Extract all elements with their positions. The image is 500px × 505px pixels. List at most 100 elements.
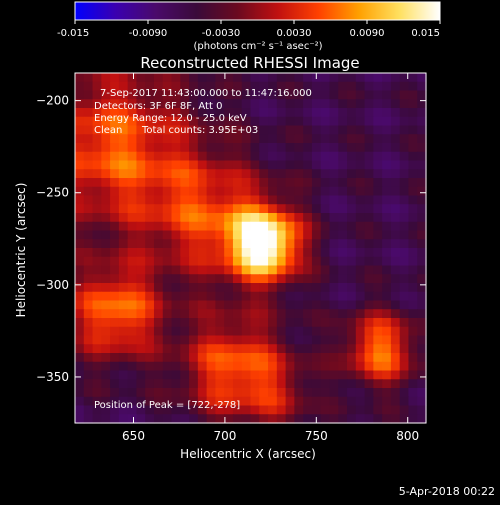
heatmap-cell: [101, 143, 111, 153]
heatmap-cell: [232, 300, 243, 310]
heatmap-cell: [285, 99, 295, 109]
heatmap-cell: [355, 239, 366, 249]
heatmap-cell: [153, 230, 164, 240]
heatmap-cell: [118, 221, 129, 232]
heatmap-cell: [285, 81, 295, 92]
heatmap-cell: [197, 178, 208, 188]
heatmap-cell: [232, 99, 243, 109]
heatmap-cell: [268, 318, 278, 328]
heatmap-cell: [75, 116, 85, 127]
heatmap-cell: [285, 283, 295, 293]
heatmap-cell: [285, 116, 295, 127]
heatmap-cell: [408, 370, 418, 380]
heatmap-cell: [329, 396, 339, 407]
heatmap-cell: [338, 151, 348, 162]
heatmap-cell: [399, 125, 410, 135]
heatmap-cell: [417, 326, 427, 337]
heatmap-cell: [206, 90, 217, 100]
heatmap-cell: [189, 116, 199, 127]
heatmap-cell: [382, 213, 392, 223]
heatmap-cell: [162, 134, 173, 144]
heatmap-cell: [232, 283, 243, 293]
heatmap-cell: [390, 274, 401, 284]
heatmap-cell: [215, 186, 225, 197]
heatmap-cell: [276, 90, 287, 100]
heatmap-cell: [83, 414, 94, 424]
heatmap-cell: [276, 405, 287, 415]
heatmap-cell: [215, 396, 225, 407]
heatmap-cell: [408, 195, 418, 205]
heatmap-cell: [329, 204, 339, 214]
heatmap-cell: [232, 204, 243, 214]
heatmap-cell: [408, 108, 418, 118]
heatmap-cell: [408, 81, 418, 92]
heatmap-cell: [259, 291, 269, 302]
heatmap-cell: [259, 186, 269, 197]
heatmap-cell: [180, 361, 190, 372]
heatmap-cell: [197, 256, 208, 267]
heatmap-cell: [364, 151, 374, 162]
heatmap-cell: [303, 379, 313, 389]
heatmap-cell: [294, 213, 304, 223]
heatmap-cell: [110, 213, 120, 223]
heatmap-cell: [101, 248, 111, 258]
heatmap-cell: [127, 151, 138, 162]
heatmap-cell: [320, 309, 331, 319]
heatmap-cell: [162, 81, 173, 92]
heatmap-cell: [206, 344, 217, 354]
heatmap-cell: [382, 370, 392, 380]
heatmap-cell: [347, 108, 357, 118]
heatmap-cell: [241, 178, 252, 188]
heatmap-cell: [417, 186, 427, 197]
heatmap-cell: [303, 396, 313, 407]
heatmap-cell: [118, 361, 129, 372]
heatmap-cell: [294, 143, 304, 153]
heatmap-cell: [399, 239, 410, 249]
heatmap-cell: [329, 265, 339, 275]
heatmap-cell: [180, 81, 190, 92]
heatmap-cell: [259, 230, 269, 240]
heatmap-cell: [320, 291, 331, 302]
heatmap-cell: [250, 178, 260, 188]
heatmap-cell: [285, 414, 295, 424]
heatmap-cell: [250, 204, 260, 214]
heatmap-cell: [390, 90, 401, 100]
heatmap-cell: [162, 283, 173, 293]
heatmap-cell: [373, 414, 383, 424]
heatmap-cell: [180, 414, 190, 424]
heatmap-cell: [118, 90, 129, 100]
heatmap-cell: [171, 230, 181, 240]
heatmap-cell: [197, 265, 208, 275]
heatmap-cell: [136, 221, 146, 232]
heatmap-cell: [162, 221, 173, 232]
heatmap-cell: [189, 300, 199, 310]
heatmap-cell: [364, 81, 374, 92]
heatmap-cell: [417, 388, 427, 398]
heatmap-cell: [153, 125, 164, 135]
heatmap-cell: [127, 396, 138, 407]
heatmap-cell: [189, 99, 199, 109]
heatmap-cell: [153, 300, 164, 310]
heatmap-cell: [206, 99, 217, 109]
heatmap-cell: [171, 213, 181, 223]
heatmap-cell: [215, 195, 225, 205]
heatmap-cell: [101, 81, 111, 92]
heatmap-cell: [417, 309, 427, 319]
heatmap-cell: [320, 370, 331, 380]
heatmap-cell: [285, 396, 295, 407]
heatmap-cell: [268, 108, 278, 118]
plot-frame: [74, 72, 427, 424]
heatmap-cell: [390, 300, 401, 310]
heatmap-cell: [259, 81, 269, 92]
heatmap-cell: [303, 361, 313, 372]
heatmap-cell: [171, 414, 181, 424]
heatmap-cell: [189, 318, 199, 328]
heatmap-cell: [241, 291, 252, 302]
heatmap-cell: [303, 204, 313, 214]
heatmap-cell: [338, 178, 348, 188]
heatmap-cell: [268, 353, 278, 363]
heatmap-cell: [268, 361, 278, 372]
heatmap-cell: [92, 405, 102, 415]
heatmap-cell: [206, 361, 217, 372]
heatmap-cell: [276, 326, 287, 337]
